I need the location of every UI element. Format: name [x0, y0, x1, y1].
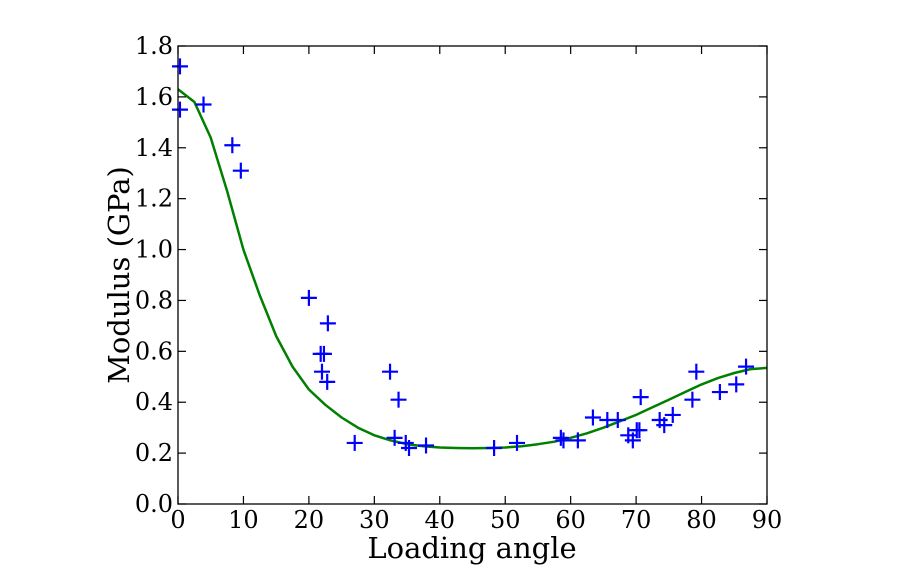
y-tick-label: 1.8	[135, 32, 173, 60]
data-point-plus-marker	[711, 384, 728, 401]
data-point-plus-marker	[624, 432, 641, 449]
data-point-plus-marker	[232, 162, 249, 179]
y-tick-label: 1.6	[135, 83, 173, 111]
data-point-plus-marker	[315, 345, 332, 362]
data-point-plus-marker	[738, 358, 755, 375]
data-point-plus-marker	[319, 373, 336, 390]
data-point-plus-marker	[195, 96, 212, 113]
fit-curve	[177, 88, 768, 450]
y-tick-label: 1.4	[135, 134, 173, 162]
data-point-plus-marker	[569, 432, 586, 449]
data-point-plus-marker	[664, 406, 681, 423]
data-point-plus-marker	[631, 422, 648, 439]
x-tick-label: 50	[490, 506, 521, 534]
x-tick-label: 40	[425, 506, 456, 534]
data-point-plus-marker	[509, 434, 526, 451]
y-tick-label: 0.0	[135, 490, 173, 518]
y-axis-label: Modulus (GPa)	[102, 166, 136, 384]
data-point-plus-marker	[584, 409, 601, 426]
y-tick-label: 0.2	[135, 439, 173, 467]
data-point-plus-marker	[319, 315, 336, 332]
x-tick-label: 0	[170, 506, 185, 534]
data-point-plus-marker	[313, 363, 330, 380]
x-tick-label: 80	[686, 506, 717, 534]
data-point-plus-marker	[728, 376, 745, 393]
plot-background	[178, 46, 767, 504]
data-point-plus-marker	[684, 391, 701, 408]
data-point-plus-marker	[224, 137, 241, 154]
x-tick-label: 70	[621, 506, 652, 534]
data-point-plus-marker	[418, 437, 435, 454]
x-tick-label: 30	[359, 506, 390, 534]
plot-frame	[177, 45, 768, 505]
y-tick-label: 1.2	[135, 185, 173, 213]
data-point-plus-marker	[171, 58, 188, 75]
y-tick-label: 1.0	[135, 236, 173, 264]
data-point-plus-marker	[171, 101, 188, 118]
data-point-plus-marker	[555, 432, 572, 449]
x-tick-label: 10	[228, 506, 259, 534]
axis-ticks-layer	[177, 45, 768, 505]
x-axis-label: Loading angle	[367, 531, 576, 565]
x-tick-label: 90	[752, 506, 783, 534]
data-point-plus-marker	[382, 363, 399, 380]
data-point-plus-marker	[486, 440, 503, 457]
data-point-plus-marker	[688, 363, 705, 380]
data-point-plus-marker	[300, 289, 317, 306]
data-point-plus-marker	[656, 417, 673, 434]
data-point-plus-marker	[552, 429, 569, 446]
tick-labels-layer: 0 10 20 30 40 50 60 70 80 90 0.0 0.2 0.4 0.6 0.8 1.0 1.2…	[135, 32, 782, 534]
data-point-plus-marker	[401, 440, 418, 457]
data-point-plus-marker	[609, 412, 626, 429]
data-point-plus-marker	[386, 429, 403, 446]
y-tick-label: 0.4	[135, 388, 173, 416]
data-points-layer	[171, 58, 755, 457]
x-tick-label: 60	[555, 506, 586, 534]
data-point-plus-marker	[346, 434, 363, 451]
fit-curve-layer	[177, 88, 768, 450]
data-point-plus-marker	[632, 389, 649, 406]
y-tick-label: 0.8	[135, 286, 173, 314]
y-tick-label: 0.6	[135, 337, 173, 365]
data-point-plus-marker	[390, 391, 407, 408]
x-tick-label: 20	[294, 506, 325, 534]
